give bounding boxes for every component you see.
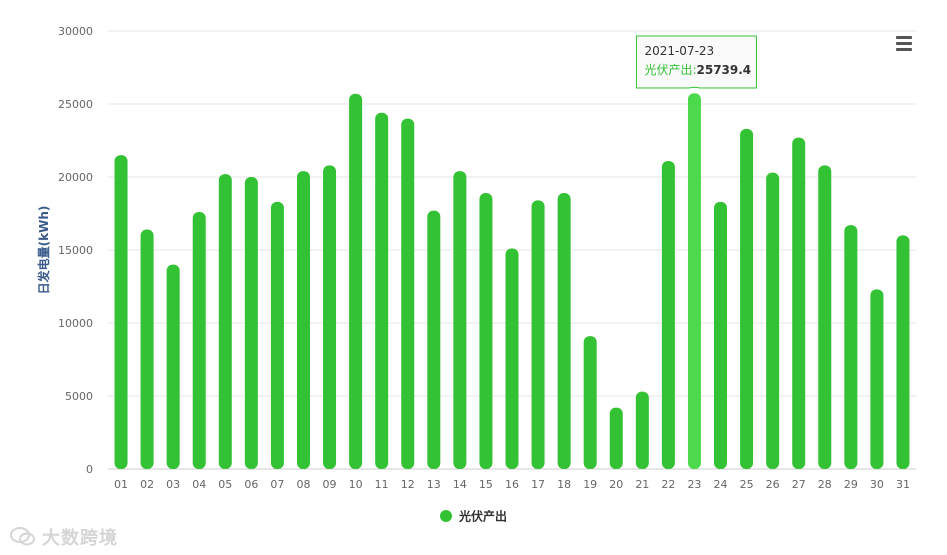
bar[interactable] (479, 193, 493, 469)
x-tick-label: 25 (740, 478, 754, 491)
y-tick-label: 30000 (58, 25, 93, 38)
x-axis-ticks: 01 02 03 04 05 06 07 08 09 10 11 12 13 14 15 16 17 18 19 20… (114, 478, 910, 491)
chart-menu-button[interactable] (893, 33, 917, 53)
y-tick-label: 0 (86, 463, 93, 476)
bars (114, 93, 910, 470)
bar[interactable] (244, 177, 258, 469)
bar[interactable] (166, 264, 180, 469)
bar[interactable] (740, 128, 754, 469)
bar[interactable] (531, 200, 545, 470)
x-tick-label: 16 (505, 478, 519, 491)
bar[interactable] (401, 118, 415, 469)
tooltip-series-name: 光伏产出 (644, 63, 692, 77)
watermark: 大数跨境 (10, 524, 118, 550)
x-tick-label: 18 (557, 478, 571, 491)
x-tick-label: 05 (218, 478, 232, 491)
tooltip-value: 25739.4 (697, 63, 752, 77)
bar[interactable] (870, 289, 884, 469)
bar[interactable] (818, 165, 832, 469)
bar[interactable] (583, 336, 597, 469)
y-tick-label: 10000 (58, 317, 93, 330)
bar[interactable] (505, 248, 519, 469)
x-tick-label: 03 (166, 478, 180, 491)
tooltip-separator: : (692, 63, 696, 77)
y-tick-label: 25000 (58, 98, 93, 111)
y-tick-label: 20000 (58, 171, 93, 184)
x-tick-label: 29 (844, 478, 858, 491)
x-tick-label: 09 (323, 478, 337, 491)
bar[interactable] (114, 155, 128, 469)
legend-marker (440, 510, 452, 522)
wechat-like-logo-icon (10, 527, 35, 546)
x-tick-label: 13 (427, 478, 441, 491)
x-tick-label: 30 (870, 478, 884, 491)
bar[interactable] (557, 193, 571, 469)
x-tick-label: 01 (114, 478, 128, 491)
x-tick-label: 10 (349, 478, 363, 491)
bar[interactable] (270, 201, 284, 469)
bar[interactable] (635, 391, 649, 469)
bar[interactable] (296, 171, 310, 469)
bar[interactable] (427, 210, 441, 469)
x-tick-label: 02 (140, 478, 154, 491)
bar[interactable] (714, 201, 728, 469)
legend-label: 光伏产出 (458, 509, 507, 524)
x-tick-label: 11 (375, 478, 389, 491)
hamburger-menu-icon (896, 42, 912, 45)
hamburger-menu-icon (896, 48, 912, 51)
bar[interactable] (792, 137, 806, 469)
tooltip-date: 2021-07-23 (644, 44, 714, 58)
x-tick-label: 07 (270, 478, 284, 491)
x-tick-label: 19 (583, 478, 597, 491)
bar[interactable] (687, 93, 701, 469)
hamburger-menu-icon (896, 36, 912, 39)
x-tick-label: 15 (479, 478, 493, 491)
tooltip: 2021-07-23 光伏产出:25739.4 (635, 35, 757, 89)
x-tick-label: 28 (818, 478, 832, 491)
bar[interactable] (661, 160, 675, 469)
x-tick-label: 23 (687, 478, 701, 491)
bar[interactable] (844, 225, 858, 469)
x-tick-label: 27 (792, 478, 806, 491)
x-tick-label: 22 (661, 478, 675, 491)
bar[interactable] (453, 171, 467, 469)
x-tick-label: 20 (609, 478, 623, 491)
bar[interactable] (609, 407, 623, 469)
y-axis-ticks: 0 5000 10000 15000 20000 25000 30000 (58, 25, 93, 476)
tooltip-line: 光伏产出:25739.4 (644, 63, 751, 77)
x-tick-label: 12 (401, 478, 415, 491)
y-axis-label: 日发电量(kWh) (36, 206, 51, 295)
x-tick-label: 17 (531, 478, 545, 491)
bar[interactable] (349, 93, 363, 469)
legend[interactable]: 光伏产出 (440, 509, 507, 524)
bar[interactable] (375, 112, 389, 469)
watermark-text: 大数跨境 (42, 528, 118, 549)
x-tick-label: 21 (635, 478, 649, 491)
bar[interactable] (140, 229, 154, 469)
x-tick-label: 24 (714, 478, 728, 491)
y-tick-label: 15000 (58, 244, 93, 257)
bar[interactable] (766, 172, 780, 469)
tooltip-box (635, 35, 757, 89)
bar[interactable] (323, 165, 337, 469)
x-tick-label: 04 (192, 478, 206, 491)
x-tick-label: 26 (766, 478, 780, 491)
x-tick-label: 06 (244, 478, 258, 491)
x-tick-label: 31 (896, 478, 910, 491)
y-tick-label: 5000 (65, 390, 93, 403)
x-tick-label: 14 (453, 478, 467, 491)
x-tick-label: 08 (296, 478, 310, 491)
bar[interactable] (896, 235, 910, 469)
bar[interactable] (218, 174, 232, 469)
bar[interactable] (192, 212, 206, 470)
